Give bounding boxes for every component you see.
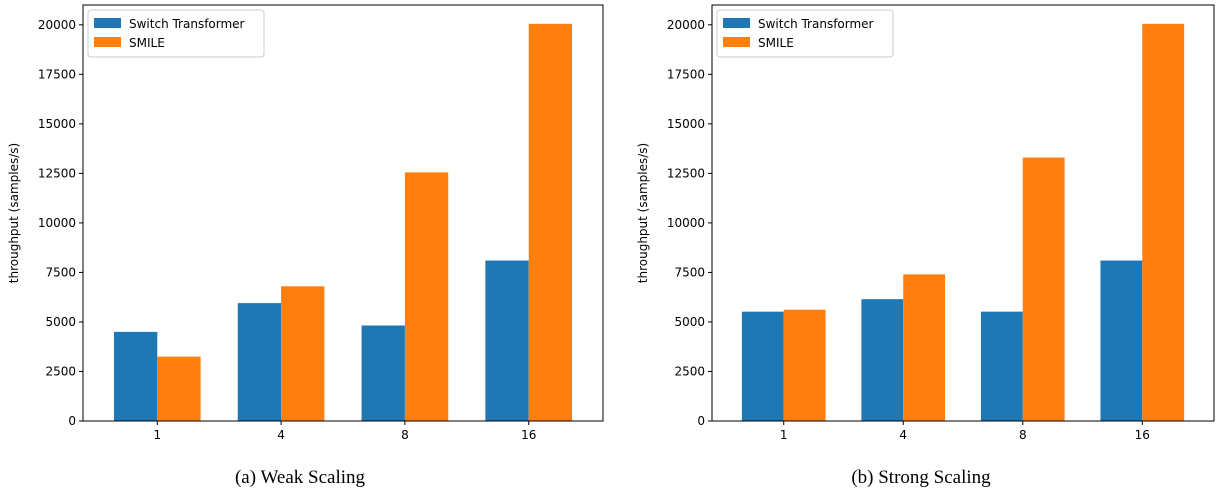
bar-smile-4 xyxy=(903,274,946,421)
y-tick-label: 15000 xyxy=(38,117,76,131)
y-tick-label: 10000 xyxy=(667,216,705,230)
panel-caption: (a) Weak Scaling xyxy=(235,467,366,488)
bar-switch-transformer-4 xyxy=(237,303,282,421)
bar-switch-transformer-8 xyxy=(980,311,1023,421)
legend-swatch xyxy=(723,18,750,28)
legend xyxy=(716,9,894,58)
legend-label: SMILE xyxy=(758,36,794,50)
x-tick-label: 16 xyxy=(521,428,536,442)
y-tick-label: 12500 xyxy=(667,166,705,180)
y-tick-label: 12500 xyxy=(38,166,76,180)
bar-switch-transformer-8 xyxy=(361,325,405,421)
chart-weak-scaling: 0 2500 5000 7500 10000 12500 15000 17500 20000 1 4… xyxy=(7,4,604,488)
y-tick-label: 2500 xyxy=(674,364,705,378)
bar-switch-transformer-16 xyxy=(485,260,529,421)
x-tick-label: 1 xyxy=(780,428,788,442)
plot-frame xyxy=(711,4,1215,422)
x-tick-label: 8 xyxy=(1019,428,1027,442)
bar-switch-transformer-1 xyxy=(741,311,784,421)
y-tick-label: 7500 xyxy=(674,265,705,279)
legend xyxy=(87,9,265,58)
y-tick-label: 20000 xyxy=(38,18,76,32)
legend-swatch xyxy=(94,18,121,28)
y-tick-label: 2500 xyxy=(45,364,76,378)
legend-label: SMILE xyxy=(129,36,165,50)
bar-smile-1 xyxy=(783,309,826,421)
legend-swatch xyxy=(94,37,121,47)
legend-swatch xyxy=(723,37,750,47)
y-tick-label: 7500 xyxy=(45,265,76,279)
y-tick-label: 5000 xyxy=(674,315,705,329)
bar-smile-1 xyxy=(157,356,201,421)
y-tick-label: 0 xyxy=(697,414,705,428)
bar-smile-4 xyxy=(281,286,325,421)
plot-frame xyxy=(82,4,604,422)
bar-switch-transformer-16 xyxy=(1100,260,1143,421)
bar-smile-8 xyxy=(1022,157,1065,422)
x-tick-label: 8 xyxy=(401,428,409,442)
bar-smile-16 xyxy=(1142,23,1185,421)
y-axis-label: throughput (samples/s) xyxy=(7,143,21,283)
legend-label: Switch Transformer xyxy=(129,17,245,31)
chart-strong-scaling: 0 2500 5000 7500 10000 12500 15000 17500 20000 1 4… xyxy=(636,4,1215,488)
y-tick-label: 20000 xyxy=(667,18,705,32)
y-tick-label: 10000 xyxy=(38,216,76,230)
x-tick-label: 16 xyxy=(1135,428,1150,442)
bar-smile-8 xyxy=(404,172,449,421)
y-axis-label: throughput (samples/s) xyxy=(636,143,650,283)
y-tick-label: 17500 xyxy=(667,67,705,81)
x-tick-label: 4 xyxy=(277,428,285,442)
legend-label: Switch Transformer xyxy=(758,17,874,31)
bar-smile-16 xyxy=(528,23,573,421)
x-tick-label: 4 xyxy=(899,428,907,442)
y-tick-label: 17500 xyxy=(38,67,76,81)
bar-switch-transformer-4 xyxy=(861,299,904,421)
x-tick-label: 1 xyxy=(153,428,161,442)
y-tick-label: 0 xyxy=(68,414,76,428)
y-tick-label: 15000 xyxy=(667,117,705,131)
panel-caption: (b) Strong Scaling xyxy=(851,467,991,488)
bar-switch-transformer-1 xyxy=(113,331,158,421)
y-tick-label: 5000 xyxy=(45,315,76,329)
